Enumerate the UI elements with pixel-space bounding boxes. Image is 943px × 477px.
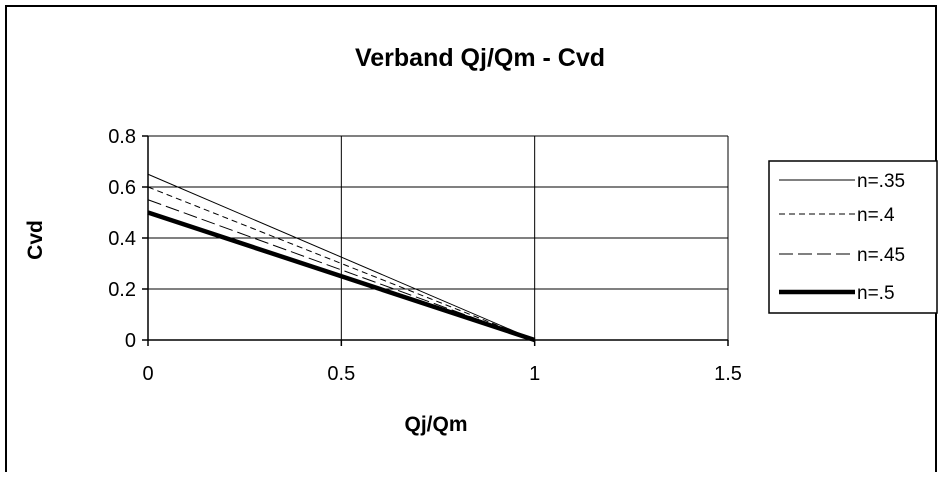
y-tick-label-4: 0.8 (108, 126, 136, 148)
axes (142, 135, 729, 346)
x-tick-label-2: 1 (529, 363, 540, 385)
y-tick-label-1: 0.2 (108, 279, 136, 301)
legend-label-0: n=.35 (857, 171, 905, 192)
legend-label-1: n=.4 (857, 205, 895, 226)
legend-label-2: n=.45 (857, 245, 905, 266)
legend: n=.35 n=.4 n=.45 n=.5 (768, 160, 938, 314)
y-tick-label-3: 0.6 (108, 177, 136, 199)
legend-box (768, 160, 938, 314)
legend-label-3: n=.5 (857, 283, 895, 304)
y-tick-label-0: 0 (125, 330, 136, 352)
chart-title: Verband Qj/Qm - Cvd (355, 44, 605, 72)
x-axis-label: Qj/Qm (404, 413, 467, 436)
series-line-3 (147, 210, 536, 343)
y-axis-label: Cvd (24, 220, 47, 260)
series-line-0 (147, 173, 535, 341)
x-tick-label-1: 0.5 (327, 363, 355, 385)
series-lines (147, 173, 536, 343)
tick-labels: 0 0.2 0.4 0.6 0.8 0 0.5 1 1.5 (108, 126, 742, 385)
x-tick-label-0: 0 (142, 363, 153, 385)
x-tick-label-3: 1.5 (714, 363, 742, 385)
grid (148, 135, 729, 340)
y-tick-label-2: 0.4 (108, 228, 136, 250)
